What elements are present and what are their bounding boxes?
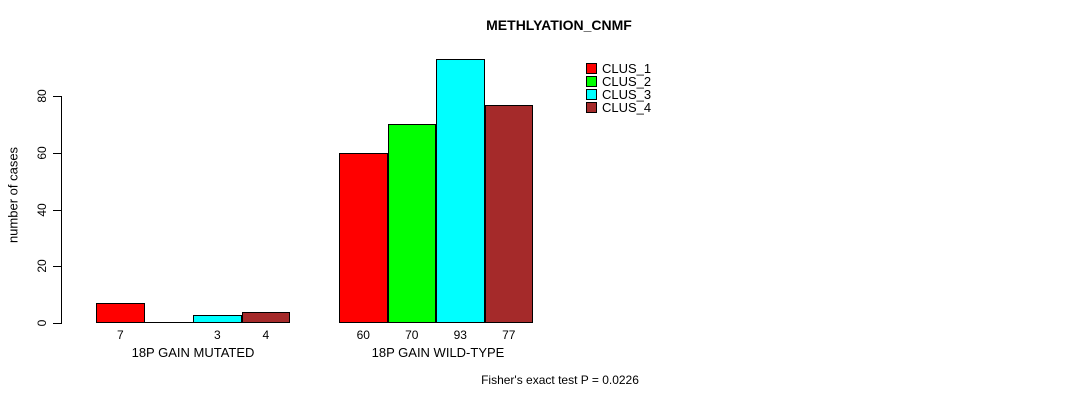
bar-value-label: 93 <box>453 328 467 342</box>
y-tick-label: 80 <box>35 89 49 103</box>
y-tick-label: 0 <box>35 319 49 327</box>
legend-swatch <box>586 102 597 113</box>
legend-label: CLUS_3 <box>602 87 652 102</box>
y-tick-label: 40 <box>35 202 49 217</box>
chart-title: METHLYATION_CNMF <box>486 17 632 33</box>
legend-swatch <box>586 89 597 100</box>
bar-clus_3-group1 <box>193 314 242 323</box>
group-label-mutated: 18P GAIN MUTATED <box>131 345 255 360</box>
bar-value-label: 4 <box>262 328 270 342</box>
y-tick <box>53 96 61 97</box>
y-tick-label: 20 <box>35 259 49 273</box>
legend-item-clus_2: CLUS_2 <box>586 74 652 89</box>
bar-value-label: 60 <box>356 328 370 342</box>
y-axis-line <box>61 96 62 324</box>
legend-label: CLUS_2 <box>602 74 652 89</box>
bar-clus_3-group2 <box>436 59 485 323</box>
y-tick <box>53 323 61 324</box>
y-tick <box>53 152 61 154</box>
bar-clus_4-group2 <box>484 104 533 323</box>
bar-clus_2-group2 <box>387 124 436 323</box>
legend-swatch <box>586 63 597 74</box>
legend-swatch <box>586 76 597 87</box>
bar-clus_1-group2 <box>339 152 388 324</box>
bar-clus_1-group1 <box>96 303 145 323</box>
bar-value-label: 70 <box>405 328 419 342</box>
legend-item-clus_4: CLUS_4 <box>586 100 652 115</box>
y-tick <box>53 209 61 211</box>
legend-item-clus_1: CLUS_1 <box>586 61 652 76</box>
y-axis-label: number of cases <box>5 146 21 244</box>
group-label-wild-type: 18P GAIN WILD-TYPE <box>371 345 505 360</box>
bar-clus_4-group1 <box>241 311 290 323</box>
y-tick <box>53 266 61 268</box>
bar-value-label: 7 <box>116 328 124 342</box>
annotation-text: Fisher's exact test P = 0.0226 <box>481 373 639 387</box>
legend-item-clus_3: CLUS_3 <box>586 87 652 102</box>
y-tick-label: 60 <box>35 146 49 160</box>
legend-label: CLUS_4 <box>602 100 652 115</box>
bar-value-label: 3 <box>213 328 221 342</box>
bar-value-label: 77 <box>502 328 516 342</box>
legend-label: CLUS_1 <box>602 61 652 76</box>
